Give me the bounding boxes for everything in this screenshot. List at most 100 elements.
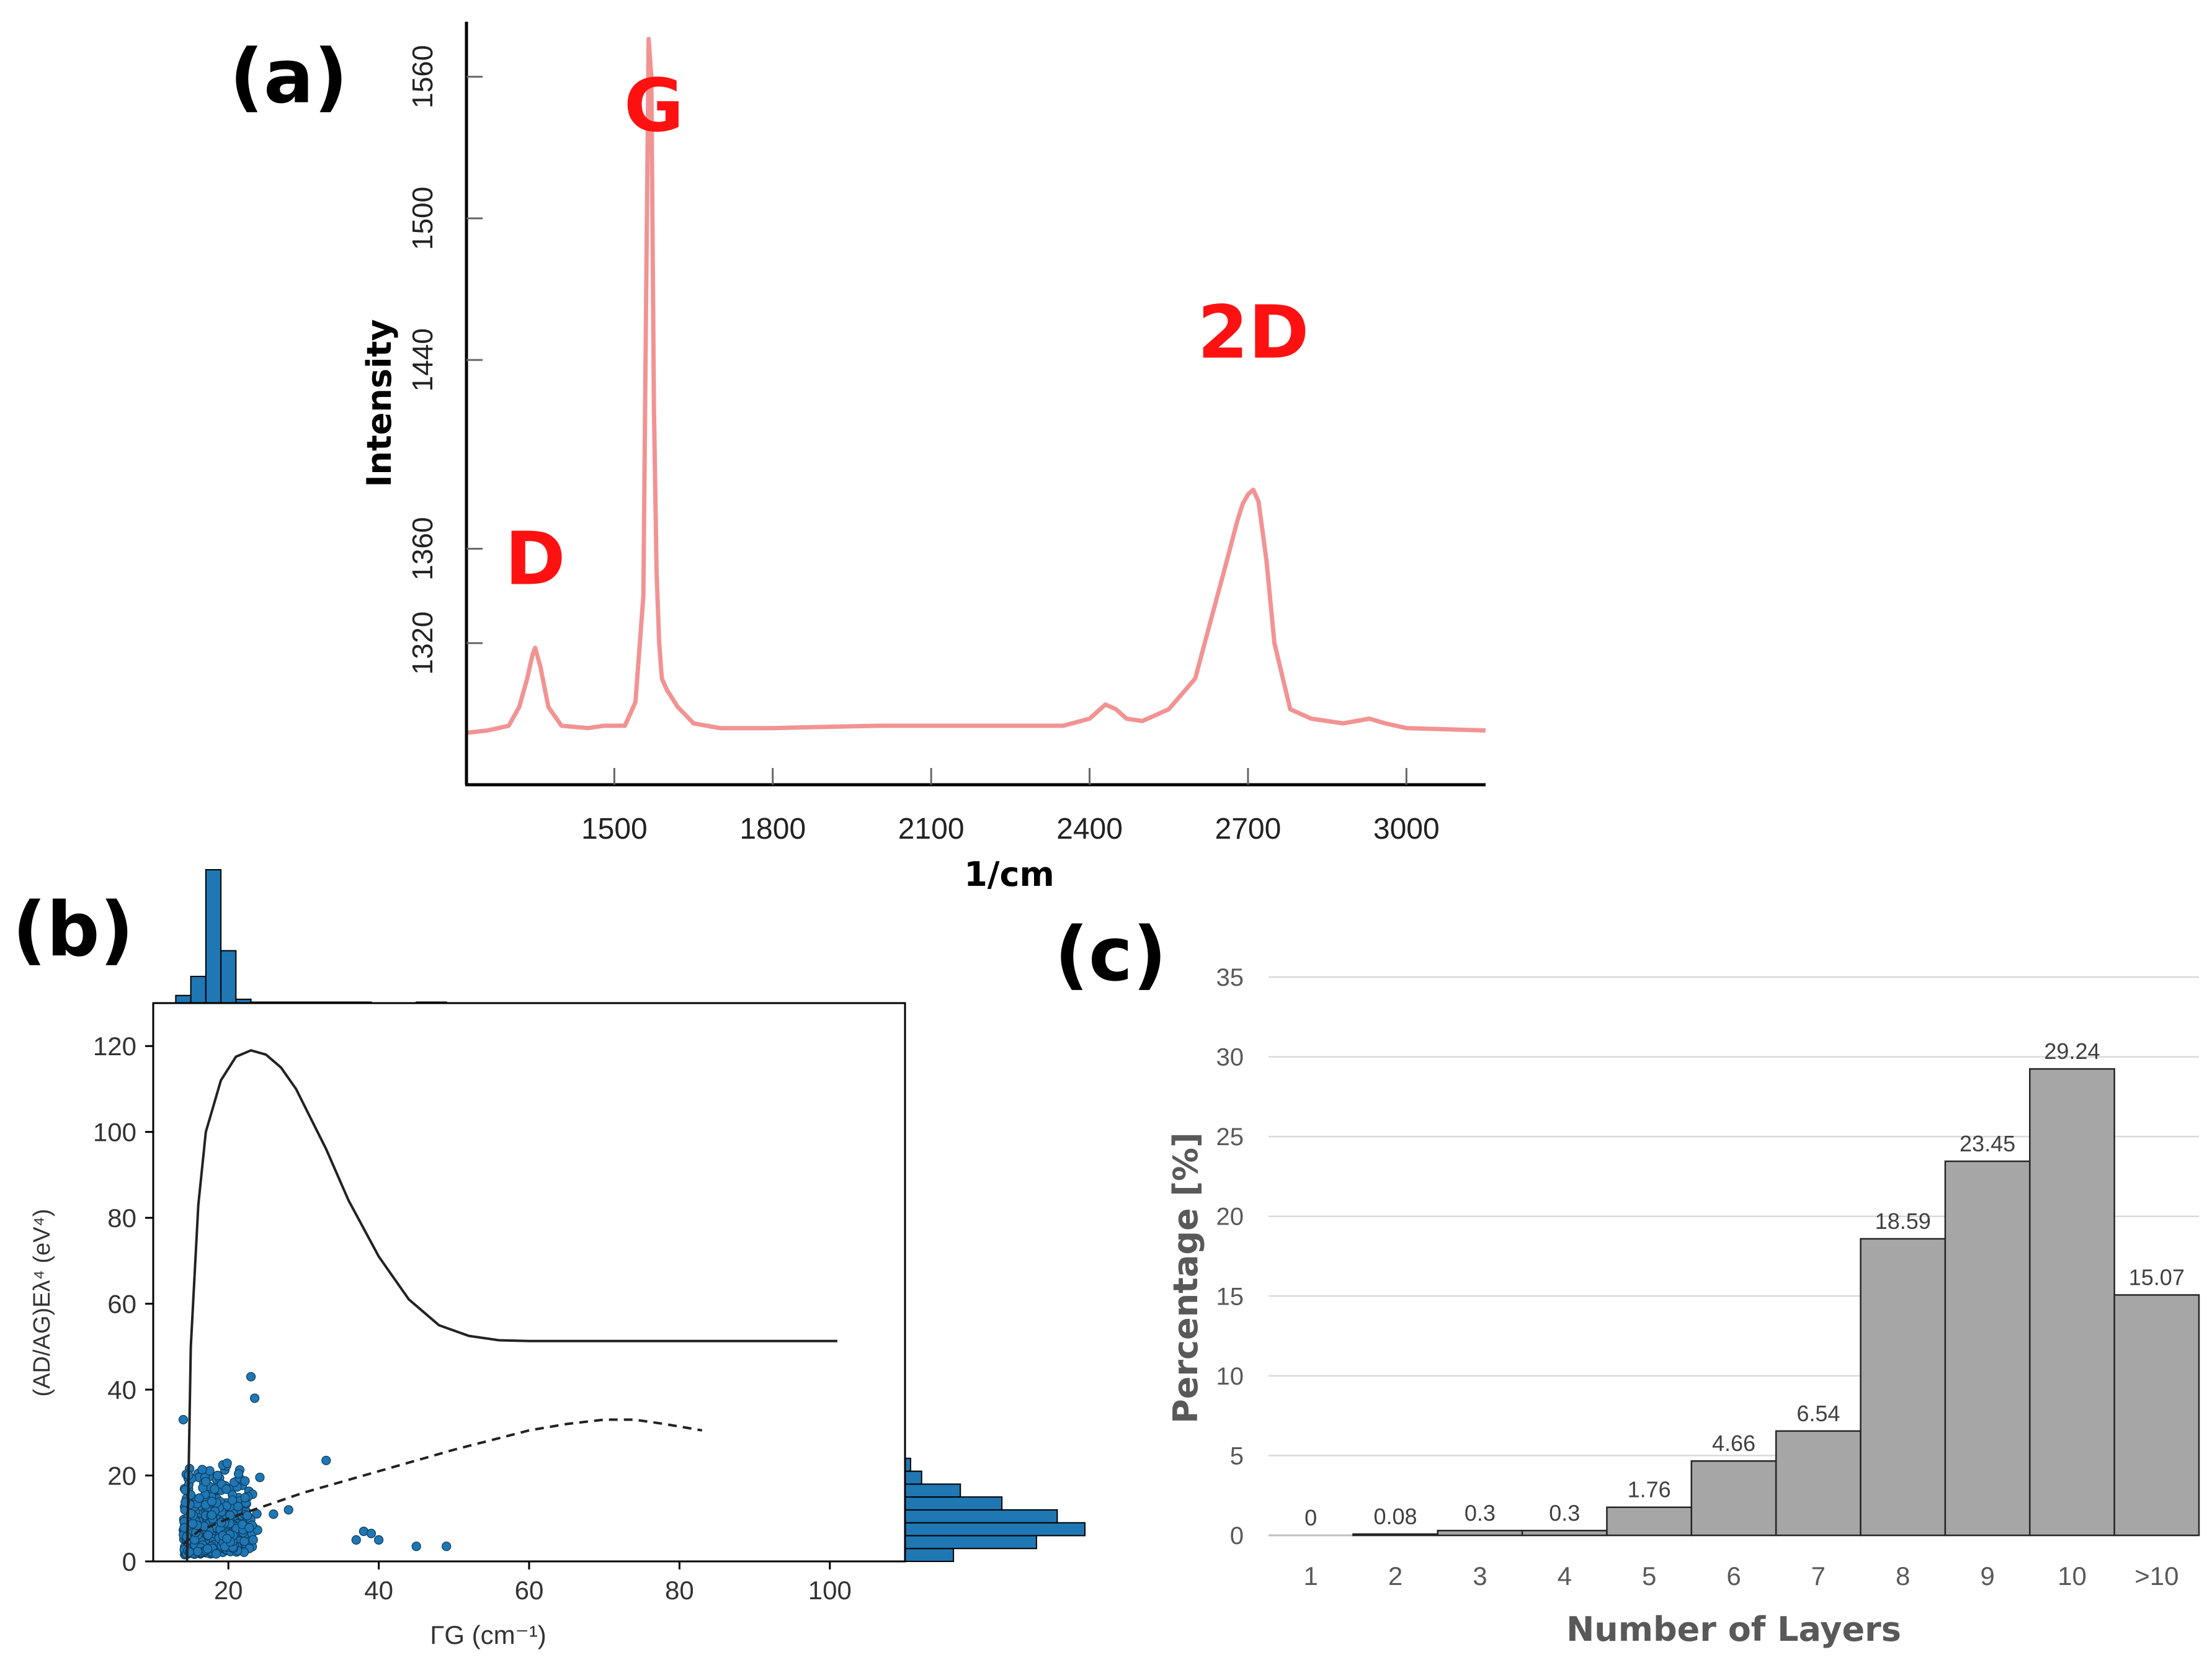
b-scatter-point [250, 1393, 260, 1403]
b-scatter-point [201, 1476, 211, 1487]
b-y-axis-title: (AD/AG)Eλ⁴ (eV⁴) [29, 1209, 55, 1397]
a-x-tick-label: 2400 [1056, 813, 1123, 846]
b-y-tick-label: 100 [93, 1118, 136, 1147]
a-y-tick-label: 1560 [406, 45, 439, 109]
b-scatter-point [192, 1547, 203, 1556]
b-scatter-point [197, 1465, 207, 1475]
a-x-tick-label: 2100 [898, 813, 965, 846]
c-data-label: 15.07 [2129, 1264, 2185, 1290]
b-scatter-point [203, 1530, 213, 1540]
b-top-histogram-bar [205, 869, 222, 1004]
b-scatter-point [178, 1414, 189, 1425]
b-right-histogram-bar [904, 1522, 1086, 1537]
c-bar [2029, 1068, 2115, 1537]
b-scatter-point [233, 1469, 244, 1479]
a-y-tick-label: 1360 [406, 517, 439, 580]
b-y-tick-label: 120 [93, 1032, 136, 1061]
a-y-tick-label: 1500 [406, 187, 439, 250]
b-scatter-point [240, 1493, 250, 1502]
c-data-label: 18.59 [1875, 1208, 1931, 1234]
b-top-histogram-bar [190, 976, 207, 1004]
b-plot-frame [152, 1002, 906, 1563]
c-x-tick-label: 9 [1980, 1561, 1994, 1591]
c-x-tick-label: 10 [2058, 1561, 2087, 1591]
b-right-histogram-bar [904, 1509, 1058, 1524]
b-x-tick-label: 20 [214, 1576, 243, 1605]
c-x-tick-label: >10 [2134, 1561, 2179, 1591]
c-data-label: 1.76 [1628, 1477, 1671, 1502]
b-scatter-point [222, 1458, 232, 1468]
c-x-axis-title: Number of Layers [1566, 1610, 1901, 1649]
c-x-tick-label: 5 [1642, 1561, 1656, 1591]
c-x-tick-label: 1 [1304, 1561, 1318, 1591]
b-x-axis-title: ΓG (cm⁻¹) [430, 1620, 546, 1649]
c-y-tick-label: 0 [1230, 1522, 1244, 1550]
c-bar [1775, 1430, 1862, 1537]
b-scatter-point [213, 1470, 223, 1481]
a-peak-annotation: G [624, 63, 684, 148]
b-scatter-point [239, 1536, 249, 1547]
c-x-tick-label: 4 [1558, 1561, 1572, 1591]
a-y-tick-label: 1320 [406, 612, 439, 675]
panel-c-label: (c) [1055, 912, 1167, 998]
c-data-label: 0.3 [1549, 1500, 1580, 1525]
b-x-tick-label: 40 [364, 1576, 393, 1605]
b-top-histogram-bar [175, 994, 192, 1004]
b-scatter-point [207, 1496, 217, 1506]
c-x-tick-label: 6 [1726, 1561, 1741, 1591]
c-bar [1944, 1160, 2031, 1537]
b-solid-curve [185, 1049, 837, 1562]
a-x-tick-label: 1800 [739, 813, 806, 846]
b-y-tick-label: 40 [107, 1375, 136, 1404]
c-data-label: 23.45 [1960, 1131, 2015, 1156]
b-scatter-point [321, 1455, 331, 1465]
a-x-tick-label: 1500 [581, 813, 648, 846]
b-scatter-point [188, 1519, 198, 1529]
b-scatter-point [203, 1544, 213, 1554]
c-y-axis-title: Percentage [%] [1166, 1132, 1205, 1424]
panel-b-label: (b) [12, 887, 134, 973]
c-data-label: 0.08 [1374, 1504, 1417, 1529]
b-y-tick-label: 80 [107, 1203, 136, 1233]
c-x-tick-label: 7 [1811, 1561, 1826, 1591]
b-scatter-point [243, 1511, 252, 1520]
a-y-axis-title: Intensity [360, 319, 399, 487]
b-scatter-point [373, 1535, 384, 1545]
c-y-tick-label: 15 [1216, 1283, 1244, 1310]
b-scatter-point [227, 1495, 238, 1505]
c-bar [1860, 1238, 1947, 1537]
c-bar [1690, 1460, 1777, 1537]
c-bar [1352, 1533, 1438, 1537]
panel-a-spectrum: 1500 1800 2100 2400 2700 3000 1320 1360 1440 150… [360, 22, 1486, 894]
b-x-tick-label: 60 [515, 1576, 544, 1605]
c-y-tick-label: 25 [1216, 1123, 1244, 1151]
b-scatter-point [269, 1509, 279, 1519]
c-bar [2113, 1294, 2200, 1537]
panel-c-bar-chart: 0 0.08 0.3 0.31.764.666.5418.5923.4529.2415… [1166, 964, 2200, 1649]
b-scatter-point [244, 1523, 254, 1533]
b-right-histogram-bar [904, 1470, 922, 1485]
panel-b-scatter: 20 40 60 80 100 0 20 40 60 80 100 120 ΓG (cm⁻¹) (A… [29, 869, 1086, 1649]
c-data-label: 0 [1304, 1505, 1317, 1530]
b-scatter-point [207, 1510, 217, 1520]
a-peak-annotation: 2D [1197, 289, 1309, 375]
b-right-histogram-bar [904, 1483, 961, 1498]
b-scatter-point [351, 1535, 361, 1545]
b-scatter-point [240, 1476, 250, 1486]
b-right-histogram-bar [904, 1535, 1037, 1550]
c-y-tick-label: 20 [1216, 1203, 1244, 1231]
b-scatter-point [194, 1493, 204, 1503]
b-scatter-point [211, 1549, 221, 1559]
b-y-tick-label: 60 [107, 1290, 136, 1319]
a-peak-annotation: D [505, 516, 566, 602]
b-right-histogram-bar [904, 1496, 1003, 1511]
c-x-tick-label: 3 [1473, 1561, 1487, 1591]
b-scatter-point [255, 1472, 265, 1483]
c-bar [1437, 1530, 1523, 1537]
b-scatter-point [246, 1372, 256, 1382]
c-data-label: 6.54 [1796, 1401, 1840, 1426]
a-y-tick-label: 1440 [406, 328, 439, 391]
b-scatter-point [233, 1501, 243, 1511]
b-dashed-curve [182, 1418, 703, 1545]
